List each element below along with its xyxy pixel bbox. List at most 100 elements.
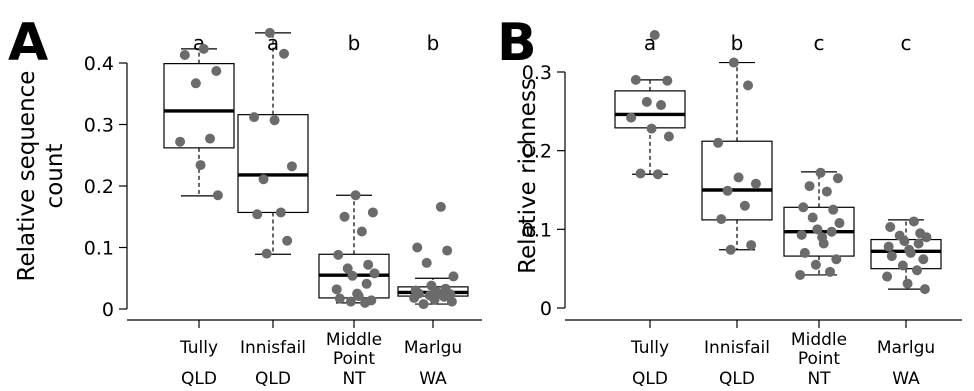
data-point xyxy=(334,293,345,304)
data-point xyxy=(646,123,657,134)
data-point xyxy=(448,271,459,282)
x-category-label: Innisfail xyxy=(240,338,306,358)
significance-letter: b xyxy=(731,31,744,55)
data-point xyxy=(743,80,754,91)
data-point xyxy=(750,178,761,189)
data-point xyxy=(886,251,897,262)
data-point xyxy=(261,248,272,259)
data-point xyxy=(913,238,924,249)
data-point xyxy=(175,136,186,147)
x-category-label: Innisfail xyxy=(704,338,770,358)
data-point xyxy=(429,294,440,305)
data-point xyxy=(826,226,837,237)
data-point xyxy=(883,241,894,252)
data-point xyxy=(205,133,216,144)
data-point xyxy=(713,137,724,148)
x-category-label: Marlgu xyxy=(877,338,935,358)
data-point xyxy=(409,292,420,303)
y-tick-label: 0.1 xyxy=(522,219,552,241)
data-point xyxy=(652,169,663,180)
data-point xyxy=(198,43,209,54)
y-tick-label: 0.1 xyxy=(84,238,114,260)
data-point xyxy=(663,131,674,142)
y-tick-label: 0 xyxy=(540,298,552,320)
data-point xyxy=(282,235,293,246)
data-point xyxy=(795,269,806,280)
data-point xyxy=(722,185,733,196)
data-point xyxy=(828,204,839,215)
data-point xyxy=(345,296,356,307)
data-point xyxy=(360,297,371,308)
data-point xyxy=(179,50,190,61)
data-point xyxy=(821,186,832,197)
data-point xyxy=(834,218,845,229)
data-point xyxy=(279,48,290,59)
data-point xyxy=(662,75,673,86)
data-point xyxy=(905,247,916,258)
y-tick-label: 0.3 xyxy=(84,115,114,137)
data-point xyxy=(626,112,637,123)
x-category-label: WA xyxy=(892,369,920,389)
data-point xyxy=(812,224,823,235)
significance-letter: c xyxy=(901,31,912,55)
data-point xyxy=(918,254,929,265)
data-point xyxy=(656,100,667,111)
data-point xyxy=(195,160,206,171)
box-group: Marlgu WA c xyxy=(870,31,942,389)
data-point xyxy=(832,173,843,184)
data-point xyxy=(649,30,660,41)
data-point xyxy=(921,232,932,243)
data-point xyxy=(211,65,222,76)
data-point xyxy=(264,27,275,38)
data-point xyxy=(630,74,641,85)
data-point xyxy=(190,78,201,89)
data-point xyxy=(367,207,378,218)
data-point xyxy=(810,259,821,270)
data-point xyxy=(286,161,297,172)
data-point xyxy=(369,268,380,279)
data-point xyxy=(331,284,342,295)
data-point xyxy=(333,249,344,260)
y-axis-label: count xyxy=(42,144,68,209)
data-point xyxy=(746,240,757,251)
data-point xyxy=(252,209,263,220)
x-category-label: Point xyxy=(333,349,376,369)
data-point xyxy=(446,296,457,307)
panel-letter: B xyxy=(497,13,537,73)
data-point xyxy=(919,284,930,295)
data-point xyxy=(275,207,286,218)
data-point xyxy=(807,212,818,223)
panel-letter: A xyxy=(8,13,48,73)
x-category-label: QLD xyxy=(255,369,291,389)
data-point xyxy=(725,244,736,255)
data-point xyxy=(435,201,446,212)
data-point xyxy=(908,216,919,227)
iqr-box xyxy=(614,90,686,129)
data-point xyxy=(796,229,807,240)
chart-panel-a: A 0 0.1 0.2 0.3 0.4 Relative sequence count Tull… xyxy=(8,13,482,389)
x-category-label: QLD xyxy=(632,369,668,389)
data-point xyxy=(716,214,727,225)
data-point xyxy=(361,278,372,289)
data-point xyxy=(831,254,842,265)
data-point xyxy=(799,247,810,258)
x-category-label: WA xyxy=(419,369,447,389)
data-point xyxy=(421,257,432,268)
data-point xyxy=(818,238,829,249)
data-point xyxy=(442,245,453,256)
data-point xyxy=(439,291,450,302)
data-point xyxy=(339,211,350,222)
data-point xyxy=(825,266,836,277)
data-point xyxy=(902,278,913,289)
y-tick-label: 0.3 xyxy=(522,62,552,84)
data-point xyxy=(356,226,367,237)
data-point xyxy=(733,172,744,183)
data-point xyxy=(258,174,269,185)
x-category-label: Tully xyxy=(630,338,669,358)
data-point xyxy=(212,190,223,201)
